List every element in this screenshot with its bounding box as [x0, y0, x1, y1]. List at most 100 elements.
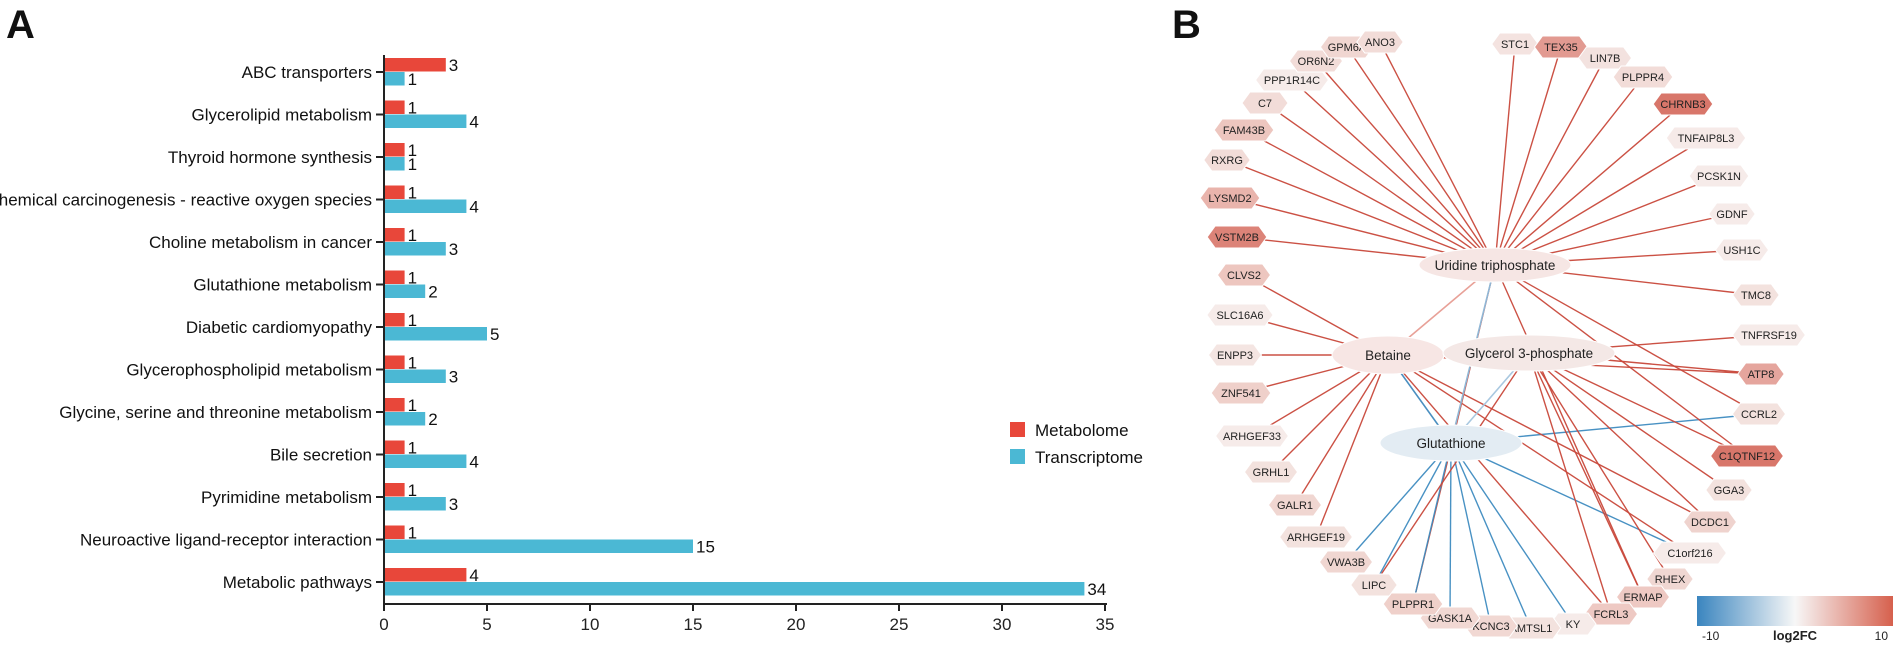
gene-node-label-fam43b: FAM43B: [1223, 125, 1265, 137]
edge-17: [1528, 352, 1730, 491]
edge-46: [1226, 159, 1496, 266]
metabolite-hub-glycerol-3-phosphate: [1442, 334, 1616, 372]
gene-node-label-gpm6a: GPM6A: [1328, 42, 1367, 54]
category-label-9: Bile secretion: [270, 446, 372, 465]
gene-node-znf541: [1210, 381, 1272, 405]
bar-value-label-metabolome-9: 1: [408, 439, 417, 458]
edge-0: [1494, 43, 1516, 266]
gene-node-ush1c: [1714, 238, 1770, 262]
gene-node-ano3: [1356, 30, 1404, 54]
edge-25: [1528, 352, 1612, 615]
edge-37: [1294, 354, 1389, 506]
gene-node-atp8: [1737, 362, 1785, 386]
edge-49: [1291, 79, 1496, 266]
bar-value-label-transcriptome-3: 4: [469, 198, 478, 217]
bar-value-label-metabolome-6: 1: [408, 311, 417, 330]
gene-node-lysmd2: [1199, 186, 1261, 210]
metabolite-hub-label-uridine-triphosphate: Uridine triphosphate: [1435, 258, 1556, 273]
x-tick-label-2: 10: [581, 615, 600, 634]
edge-35: [1345, 442, 1452, 563]
category-label-11: Neuroactive ligand-receptor interaction: [80, 531, 372, 550]
edge-50: [1315, 60, 1496, 266]
bar-metabolome-10: [385, 483, 405, 497]
bar-transcriptome-7: [385, 369, 446, 383]
edge-52: [1379, 41, 1496, 266]
gene-node-vwa3b: [1318, 550, 1374, 574]
gene-node-label-vstm2b: VSTM2B: [1215, 232, 1259, 244]
edge-33: [1373, 442, 1452, 586]
bar-value-label-metabolome-7: 1: [408, 354, 417, 373]
edge-47: [1243, 129, 1496, 266]
gene-node-tnfrsf19: [1731, 323, 1807, 347]
gene-node-arhgef33: [1214, 424, 1290, 448]
bar-metabolome-11: [385, 525, 405, 539]
gene-node-label-rhex: RHEX: [1655, 574, 1686, 586]
bar-value-label-metabolome-2: 1: [408, 141, 417, 160]
bar-metabolome-6: [385, 313, 405, 327]
metabolite-hub-label-glutathione: Glutathione: [1416, 436, 1485, 451]
edge-24: [1528, 352, 1644, 598]
gene-node-label-c1orf216: C1orf216: [1667, 548, 1712, 560]
colorbar-min-label: -10: [1702, 629, 1720, 643]
bar-metabolome-3: [385, 185, 405, 199]
bar-transcriptome-2: [385, 157, 405, 171]
category-label-10: Pyrimidine metabolism: [201, 488, 372, 507]
gene-node-label-znf541: ZNF541: [1221, 388, 1261, 400]
gene-node-label-grhl1: GRHL1: [1253, 467, 1290, 479]
bar-value-label-transcriptome-9: 4: [469, 453, 478, 472]
gene-node-clvs2: [1216, 263, 1272, 287]
bar-metabolome-2: [385, 143, 405, 157]
gene-node-label-slc16a6: SLC16A6: [1216, 310, 1263, 322]
bar-value-label-metabolome-1: 1: [408, 99, 417, 118]
x-tick-label-4: 20: [787, 615, 806, 634]
gene-node-label-lipc: LIPC: [1362, 580, 1387, 592]
gene-node-slc16a6: [1206, 303, 1274, 327]
edge-48: [1264, 102, 1496, 266]
edge-51: [1346, 46, 1496, 266]
category-label-6: Diabetic cardiomyopathy: [186, 318, 373, 337]
edge-34: [1373, 352, 1530, 586]
bar-transcriptome-11: [385, 539, 693, 553]
gene-node-label-galr1: GALR1: [1277, 500, 1313, 512]
gene-node-label-ermap: ERMAP: [1623, 592, 1662, 604]
gene-node-label-fcrl3: FCRL3: [1594, 609, 1629, 621]
gene-node-enpp3: [1207, 343, 1263, 367]
edge-38: [1270, 354, 1389, 473]
gene-node-label-ky: KY: [1566, 619, 1581, 631]
gene-node-label-gdnf: GDNF: [1716, 209, 1747, 221]
metabolite-hub-label-glycerol-3-phosphate: Glycerol 3-phosphate: [1465, 346, 1593, 361]
edge-1: [1494, 46, 1562, 266]
legend-swatch-0: [1010, 422, 1025, 437]
bar-metabolome-4: [385, 228, 405, 242]
bar-value-label-transcriptome-4: 3: [449, 240, 458, 259]
gene-node-fam43b: [1213, 118, 1275, 142]
edge-32: [1412, 442, 1452, 605]
bar-value-label-transcriptome-7: 3: [449, 368, 458, 387]
bar-metabolome-8: [385, 398, 405, 412]
gene-node-label-plppr1: PLPPR1: [1392, 599, 1434, 611]
bar-value-label-metabolome-12: 4: [469, 566, 478, 585]
legend-swatch-1: [1010, 449, 1025, 464]
metabolite-hub-uridine-triphosphate: [1418, 247, 1572, 283]
gene-node-arhgef19: [1278, 525, 1354, 549]
category-label-0: ABC transporters: [242, 63, 372, 82]
bar-transcriptome-3: [385, 199, 467, 213]
bar-transcriptome-0: [385, 72, 405, 86]
gene-node-label-ush1c: USH1C: [1723, 245, 1760, 257]
colorbar-gradient: [1697, 596, 1893, 626]
colorbar-max-label: 10: [1875, 629, 1889, 643]
gene-node-ccrl2: [1731, 402, 1787, 426]
edge-21: [1387, 354, 1691, 554]
gene-node-label-ccrl2: CCRL2: [1741, 409, 1777, 421]
x-tick-label-5: 25: [890, 615, 909, 634]
gene-node-label-chrnb3: CHRNB3: [1660, 99, 1705, 111]
colorbar-title: log2FC: [1773, 628, 1818, 643]
gene-node-label-lysmd2: LYSMD2: [1208, 193, 1251, 205]
bar-metabolome-7: [385, 355, 405, 369]
bar-transcriptome-10: [385, 497, 446, 511]
edge-18: [1528, 352, 1711, 523]
category-label-12: Metabolic pathways: [223, 573, 372, 592]
